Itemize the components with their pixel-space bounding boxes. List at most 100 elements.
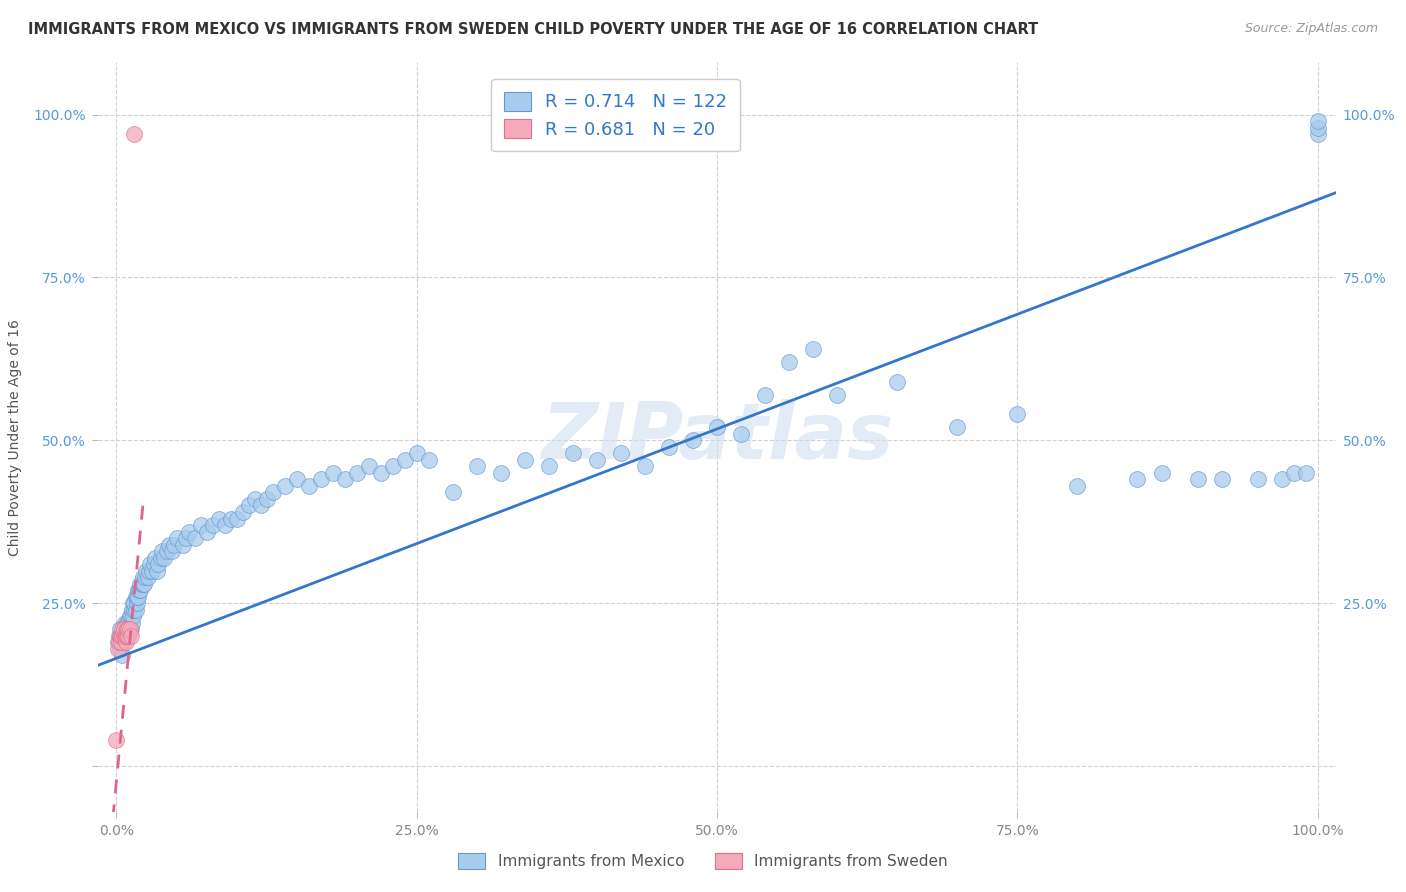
Point — [142, 557, 165, 571]
Point — [586, 453, 609, 467]
Point — [346, 466, 368, 480]
Point — [108, 629, 131, 643]
Point — [135, 564, 157, 578]
Point — [309, 472, 332, 486]
Point — [610, 446, 633, 460]
Point — [107, 641, 129, 656]
Point — [946, 420, 969, 434]
Point — [513, 453, 536, 467]
Point — [132, 576, 155, 591]
Point — [177, 524, 200, 539]
Point — [125, 596, 148, 610]
Point — [118, 609, 141, 624]
Point — [886, 375, 908, 389]
Point — [146, 564, 169, 578]
Point — [249, 499, 271, 513]
Point — [1066, 479, 1088, 493]
Point — [112, 622, 135, 636]
Point — [129, 576, 152, 591]
Point — [232, 505, 254, 519]
Text: Source: ZipAtlas.com: Source: ZipAtlas.com — [1244, 22, 1378, 36]
Point — [127, 590, 149, 604]
Point — [190, 518, 212, 533]
Point — [122, 596, 145, 610]
Point — [262, 485, 284, 500]
Point — [754, 388, 776, 402]
Point — [108, 641, 131, 656]
Point — [489, 466, 512, 480]
Point — [405, 446, 427, 460]
Point — [125, 590, 148, 604]
Point — [1295, 466, 1317, 480]
Point — [418, 453, 440, 467]
Point — [1282, 466, 1305, 480]
Point — [108, 622, 131, 636]
Point — [465, 459, 488, 474]
Point — [111, 648, 134, 663]
Point — [110, 629, 132, 643]
Point — [114, 629, 136, 643]
Point — [150, 544, 173, 558]
Point — [117, 629, 139, 643]
Point — [285, 472, 308, 486]
Text: IMMIGRANTS FROM MEXICO VS IMMIGRANTS FROM SWEDEN CHILD POVERTY UNDER THE AGE OF : IMMIGRANTS FROM MEXICO VS IMMIGRANTS FRO… — [28, 22, 1039, 37]
Point — [243, 491, 266, 506]
Point — [120, 629, 142, 643]
Point — [138, 564, 160, 578]
Point — [117, 622, 139, 636]
Point — [117, 629, 139, 643]
Point — [394, 453, 416, 467]
Point — [124, 590, 146, 604]
Point — [1150, 466, 1173, 480]
Y-axis label: Child Poverty Under the Age of 16: Child Poverty Under the Age of 16 — [8, 318, 22, 556]
Point — [1007, 407, 1029, 421]
Point — [115, 629, 138, 643]
Point — [441, 485, 464, 500]
Point — [1187, 472, 1209, 486]
Point — [136, 570, 159, 584]
Point — [110, 635, 132, 649]
Point — [111, 629, 134, 643]
Point — [273, 479, 295, 493]
Point — [1271, 472, 1294, 486]
Point — [682, 434, 704, 448]
Point — [139, 557, 162, 571]
Point — [134, 570, 156, 584]
Point — [129, 583, 152, 598]
Point — [110, 629, 132, 643]
Legend: Immigrants from Mexico, Immigrants from Sweden: Immigrants from Mexico, Immigrants from … — [451, 847, 955, 875]
Point — [214, 518, 236, 533]
Point — [141, 564, 163, 578]
Point — [131, 576, 153, 591]
Point — [112, 622, 135, 636]
Point — [124, 603, 146, 617]
Point — [143, 550, 166, 565]
Point — [117, 622, 139, 636]
Point — [156, 544, 179, 558]
Text: ZIPatlas: ZIPatlas — [541, 399, 893, 475]
Point — [207, 511, 229, 525]
Point — [256, 491, 278, 506]
Point — [183, 531, 205, 545]
Point — [114, 615, 136, 630]
Point — [124, 127, 146, 141]
Point — [121, 603, 143, 617]
Point — [153, 550, 176, 565]
Point — [111, 629, 134, 643]
Point — [117, 615, 139, 630]
Point — [195, 524, 218, 539]
Point — [163, 538, 186, 552]
Point — [634, 459, 657, 474]
Point — [298, 479, 321, 493]
Point — [238, 499, 260, 513]
Point — [166, 531, 188, 545]
Point — [706, 420, 728, 434]
Point — [174, 531, 197, 545]
Point — [117, 615, 139, 630]
Point — [149, 550, 172, 565]
Point — [111, 622, 134, 636]
Point — [1306, 114, 1329, 128]
Point — [1126, 472, 1149, 486]
Point — [112, 629, 135, 643]
Point — [160, 544, 183, 558]
